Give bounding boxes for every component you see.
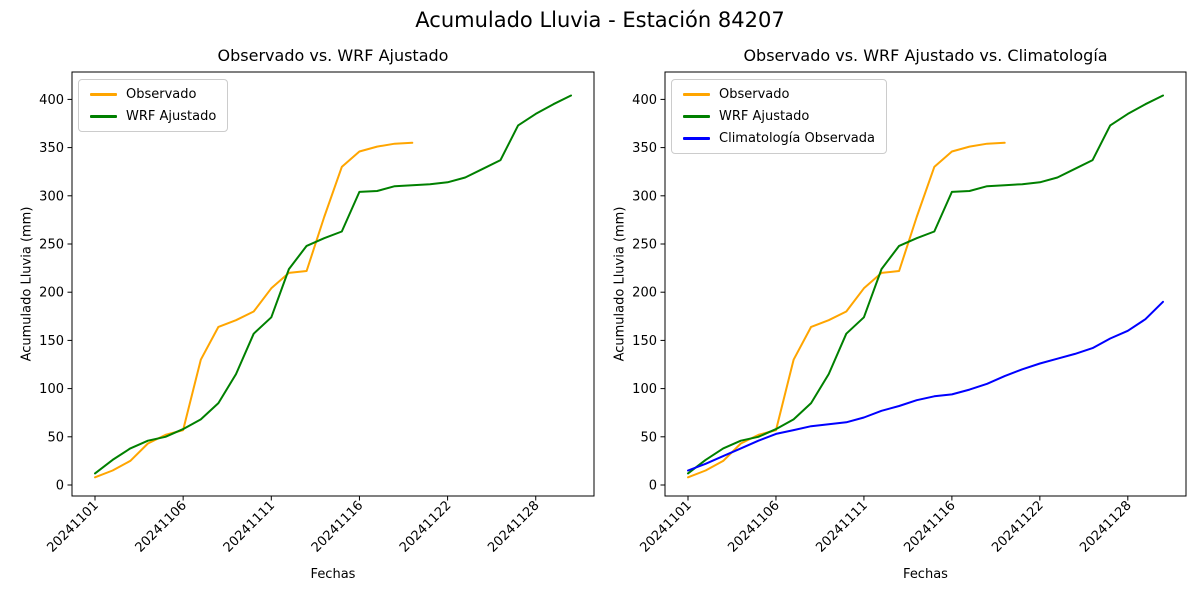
y-tick-label: 350 [39,141,64,156]
y-tick-label: 100 [39,382,64,397]
left-legend: Observado WRF Ajustado [78,79,229,132]
y-tick-label: 250 [39,238,64,253]
axes-frame [664,71,1187,497]
legend-label: WRF Ajustado [126,109,217,124]
y-tick-label: 300 [632,189,657,204]
legend-item-observado: Observado [683,87,875,102]
y-tick-label: 0 [649,479,657,494]
right-x-axis-label: Fechas [903,567,948,582]
legend-item-wrf-ajustado: WRF Ajustado [90,109,216,124]
y-tick-label: 350 [632,141,657,156]
x-tick-label: 20241122 [397,498,454,555]
y-tick-label: 200 [39,286,64,301]
y-tick-label: 100 [632,382,657,397]
y-tick-label: 300 [39,189,64,204]
legend-item-observado: Observado [90,87,216,102]
x-tick-label: 20241116 [309,498,366,555]
observado-line-swatch [683,93,710,96]
x-tick-label: 20241128 [485,498,542,555]
y-tick-label: 400 [39,93,64,108]
observado-line-swatch [90,93,117,96]
x-tick-label: 20241122 [989,498,1046,555]
y-tick-label: 200 [632,286,657,301]
y-tick-label: 50 [47,430,64,445]
x-tick-label: 20241111 [221,498,278,555]
left-x-axis-label: Fechas [310,567,356,582]
x-tick-label: 20241111 [813,498,870,555]
wrf-ajustado-line-swatch [683,115,710,118]
x-tick-label: 20241116 [901,498,958,555]
left-chart-title: Observado vs. WRF Ajustado [217,46,449,65]
legend-label: Observado [126,87,197,102]
series-wrf-ajustado [94,94,572,475]
y-tick-label: 150 [632,334,657,349]
y-tick-label: 150 [39,334,64,349]
right-y-axis-label: Acumulado Lluvia (mm) [612,206,628,362]
legend-label: Observado [719,87,790,102]
y-tick-label: 0 [56,479,64,494]
axes-frame [71,71,595,497]
climatologia-line-swatch [683,137,710,140]
figure-title: Acumulado Lluvia - Estación 84207 [415,8,785,32]
series-climatología-observada [687,300,1164,472]
series-wrf-ajustado [687,94,1164,475]
y-tick-label: 400 [632,93,657,108]
x-tick-label: 20241101 [637,498,694,555]
legend-item-climatologia: Climatología Observada [683,131,875,146]
y-tick-label: 50 [640,430,657,445]
series-observado [687,141,1006,479]
wrf-ajustado-line-swatch [90,115,117,118]
left-y-axis-label: Acumulado Lluvia (mm) [19,206,35,362]
right-chart-title: Observado vs. WRF Ajustado vs. Climatolo… [743,46,1108,65]
series-observado [94,141,414,479]
y-tick-label: 250 [632,238,657,253]
x-tick-label: 20241106 [725,498,782,555]
legend-item-wrf-ajustado: WRF Ajustado [683,109,875,124]
legend-label: Climatología Observada [719,131,875,146]
right-legend: Observado WRF Ajustado Climatología Obse… [671,79,887,154]
axes-left: 0 50 100 150 200 250 300 350 400 20241101 20241106… [39,71,595,556]
x-tick-label: 20241128 [1077,498,1134,555]
x-tick-label: 20241106 [133,498,190,555]
legend-label: WRF Ajustado [719,109,810,124]
x-tick-label: 20241101 [44,498,101,555]
